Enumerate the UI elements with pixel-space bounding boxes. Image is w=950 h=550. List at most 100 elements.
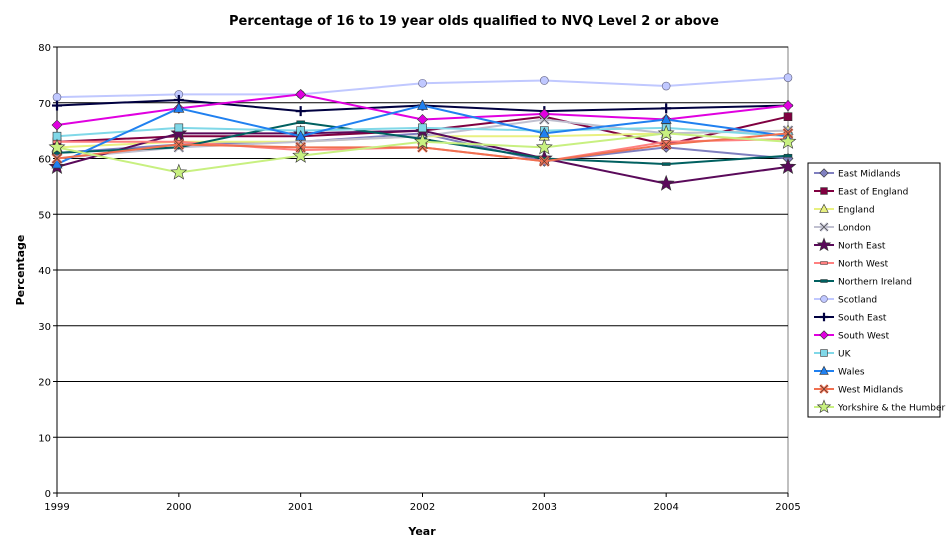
data-point — [779, 132, 797, 149]
y-tick-label: 70 — [38, 99, 51, 110]
data-point — [660, 113, 672, 124]
legend-item-south-west: South West — [814, 330, 890, 342]
legend-item-wales: Wales — [814, 365, 865, 378]
y-tick-label: 20 — [38, 378, 51, 389]
data-point — [661, 103, 672, 114]
data-point — [540, 76, 549, 85]
legend-item-south-east: South East — [814, 312, 887, 324]
legend-label: Yorkshire & the Humber — [837, 404, 946, 414]
legend-marker — [819, 365, 829, 375]
legend-item-north-west: North West — [814, 260, 889, 270]
data-point — [783, 112, 793, 121]
data-point — [295, 106, 306, 117]
legend-marker — [819, 330, 829, 340]
data-point — [418, 123, 427, 133]
legend-marker — [820, 187, 828, 195]
data-point — [51, 153, 63, 164]
y-axis-title: Percentage — [14, 235, 27, 306]
data-point — [292, 146, 310, 163]
y-tick-label: 60 — [38, 155, 51, 166]
data-point — [173, 139, 185, 150]
legend-item-north-east: North East — [814, 237, 886, 252]
legend-label: North West — [838, 260, 889, 270]
data-point — [538, 155, 550, 167]
series-layer — [48, 73, 797, 191]
legend-marker — [819, 203, 829, 213]
legend-marker — [820, 349, 828, 357]
x-tick-label: 2002 — [410, 502, 435, 513]
legend-marker — [816, 399, 832, 414]
data-point — [657, 124, 675, 141]
legend-item-east-midlands: East Midlands — [814, 168, 901, 180]
legend-label: London — [838, 224, 871, 234]
legend-label: East Midlands — [838, 170, 901, 180]
legend-item-yorkshire-and-the-humber: Yorkshire & the Humber — [814, 399, 946, 414]
legend-item-west-midlands: West Midlands — [814, 384, 903, 396]
data-point — [170, 124, 188, 141]
legend-item-london: London — [814, 222, 871, 234]
legend-label: Wales — [838, 368, 865, 378]
series-wales — [51, 99, 794, 169]
y-tick-label: 50 — [38, 210, 51, 221]
data-point — [296, 120, 305, 125]
y-tick-label: 40 — [38, 266, 51, 277]
series-yorkshire-and-the-humber — [48, 124, 797, 180]
data-point — [52, 92, 62, 102]
chart-title: Percentage of 16 to 19 year olds qualifi… — [229, 14, 719, 29]
x-tick-label: 2005 — [775, 502, 800, 513]
x-tick-label: 2004 — [653, 502, 678, 513]
x-tick-label: 1999 — [44, 502, 69, 513]
legend-label: South West — [838, 332, 890, 342]
data-point — [538, 114, 550, 125]
x-axis-title: Year — [407, 525, 436, 538]
data-point — [782, 100, 794, 111]
data-point — [170, 163, 188, 180]
legend-marker — [819, 168, 829, 178]
x-tick-label: 2001 — [288, 502, 313, 513]
legend-item-england: England — [814, 203, 875, 216]
legend-marker — [819, 384, 829, 394]
legend-marker — [820, 295, 828, 303]
data-point — [538, 108, 550, 120]
data-point — [48, 138, 66, 155]
data-point — [783, 153, 793, 158]
legend-label: East of England — [838, 188, 908, 198]
data-point — [51, 157, 63, 169]
y-tick-label: 80 — [38, 43, 51, 54]
legend-marker — [819, 312, 829, 322]
data-point — [51, 119, 63, 131]
legend-box — [807, 162, 941, 418]
legend-item-northern-ireland: Northern Ireland — [814, 278, 912, 288]
legend-item-uk: UK — [814, 349, 852, 360]
x-tick-label: 2000 — [166, 502, 191, 513]
legend-marker — [819, 222, 829, 232]
data-point — [295, 130, 307, 141]
legend-item-east-of-england: East of England — [814, 187, 908, 198]
data-point — [538, 127, 550, 138]
data-point — [174, 123, 184, 133]
legend-label: Scotland — [838, 296, 877, 306]
legend-label: South East — [838, 314, 887, 324]
data-point — [295, 88, 307, 100]
data-point — [414, 132, 431, 149]
series-scotland — [52, 73, 793, 102]
legend-label: England — [838, 206, 875, 216]
data-point — [657, 174, 675, 191]
data-point — [661, 81, 671, 91]
legend-marker — [820, 261, 828, 265]
data-point — [660, 139, 672, 150]
legend-marker — [816, 237, 832, 252]
y-tick-label: 0 — [45, 489, 51, 500]
data-point — [52, 100, 62, 111]
data-point — [173, 102, 185, 113]
legend: East Midlands East of England England Londo… — [807, 162, 946, 418]
y-tick-label: 10 — [38, 433, 51, 444]
data-point — [418, 78, 427, 88]
x-tick-label: 2003 — [532, 502, 557, 513]
legend-label: North East — [838, 242, 886, 252]
data-point — [661, 162, 671, 166]
legend-item-scotland: Scotland — [814, 295, 877, 306]
data-point — [779, 158, 797, 175]
legend-marker — [820, 279, 828, 283]
